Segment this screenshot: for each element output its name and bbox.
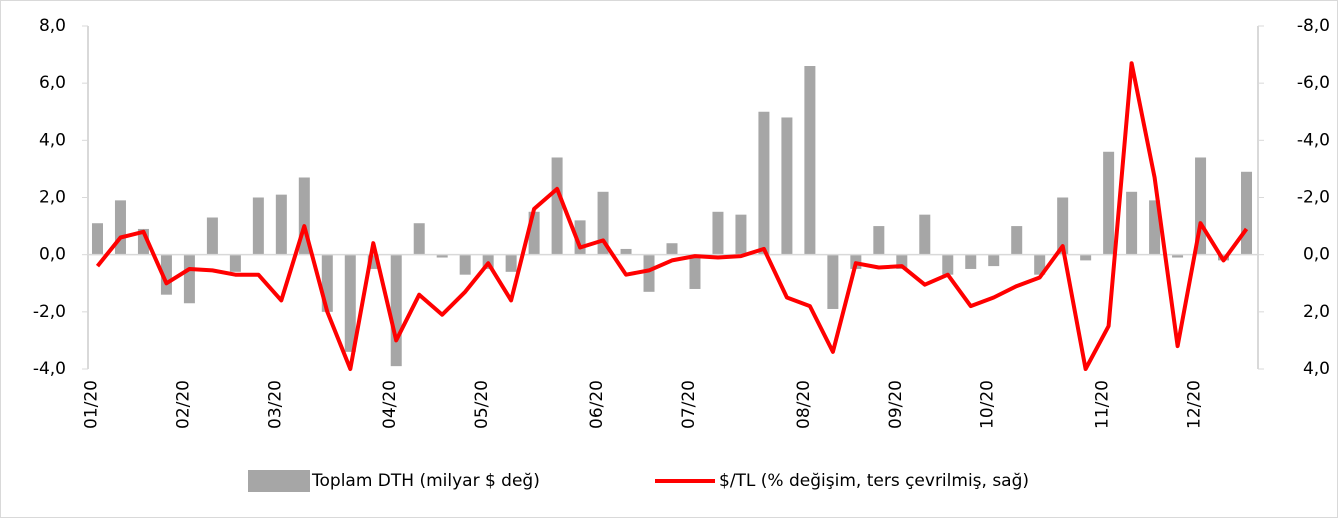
bar: [873, 226, 885, 255]
bar: [413, 223, 425, 255]
bar: [160, 254, 172, 295]
bar: [137, 228, 149, 255]
bar: [643, 254, 655, 292]
bar: [666, 243, 678, 255]
bar: [827, 254, 839, 309]
bar: [597, 191, 609, 255]
x-tick-label: 09/20: [886, 380, 906, 429]
bar: [275, 194, 287, 255]
bar: [114, 200, 126, 255]
x-tick-label: 02/20: [173, 380, 193, 429]
bar: [91, 223, 103, 255]
x-tick-label: 01/20: [81, 380, 101, 429]
bar: [298, 177, 310, 255]
bar: [206, 217, 218, 255]
line: [95, 61, 1249, 371]
bar: [988, 254, 1000, 267]
bar: [1057, 197, 1069, 255]
y2-tick-label: -4,0: [1297, 130, 1330, 150]
bar: [1034, 254, 1046, 275]
x-tick-label: 07/20: [679, 380, 699, 429]
x-tick-label: 08/20: [794, 380, 814, 429]
x-tick-label: 04/20: [380, 380, 400, 429]
bar: [183, 254, 195, 304]
x-tick-label: 10/20: [978, 380, 998, 429]
bar: [436, 254, 448, 258]
y-tick-label: 4,0: [39, 130, 66, 150]
bar: [1172, 254, 1184, 258]
legend-label: $/TL (% değişim, ters çevrilmiş, sağ): [719, 471, 1029, 491]
bar: [781, 117, 793, 255]
x-tick-label: 03/20: [265, 380, 285, 429]
y-tick-label: -4,0: [33, 359, 66, 379]
bar: [942, 254, 954, 275]
bar: [1126, 191, 1138, 255]
bar: [804, 66, 816, 255]
y2-tick-label: 2,0: [1303, 302, 1330, 322]
bar: [689, 254, 701, 289]
bar: [712, 211, 724, 255]
bar: [1241, 171, 1253, 255]
y-tick-label: 6,0: [39, 73, 66, 93]
bar: [505, 254, 517, 272]
y-tick-label: 2,0: [39, 188, 66, 208]
bar: [735, 214, 747, 255]
bar: [459, 254, 471, 275]
bar: [1011, 226, 1023, 255]
bar: [367, 254, 379, 269]
y2-tick-label: -8,0: [1297, 16, 1330, 36]
x-tick-label: 06/20: [587, 380, 607, 429]
bar: [919, 214, 931, 255]
legend-swatch: [248, 470, 310, 492]
bar: [896, 254, 908, 269]
bar: [229, 254, 241, 272]
bar: [1103, 151, 1115, 255]
bar: [574, 220, 586, 255]
x-tick-label: 05/20: [472, 380, 492, 429]
y2-tick-label: 0,0: [1303, 245, 1330, 265]
bar: [1149, 200, 1161, 255]
bar: [252, 197, 264, 255]
y-tick-label: 0,0: [39, 245, 66, 265]
y2-tick-label: -2,0: [1297, 188, 1330, 208]
x-tick-label: 11/20: [1093, 380, 1113, 429]
y-tick-label: 8,0: [39, 16, 66, 36]
bar: [344, 254, 356, 352]
y2-tick-label: -6,0: [1297, 73, 1330, 93]
bar: [965, 254, 977, 269]
legend-label: Toplam DTH (milyar $ değ): [311, 471, 540, 491]
bar: [321, 254, 333, 312]
bar: [758, 111, 770, 255]
y-tick-label: -2,0: [33, 302, 66, 322]
y2-tick-label: 4,0: [1303, 359, 1330, 379]
bar: [551, 157, 563, 255]
bar: [1080, 254, 1092, 261]
bar: [620, 248, 632, 255]
x-tick-label: 12/20: [1185, 380, 1205, 429]
bar: [528, 211, 540, 255]
bar: [390, 254, 402, 367]
bar: [1195, 157, 1207, 255]
